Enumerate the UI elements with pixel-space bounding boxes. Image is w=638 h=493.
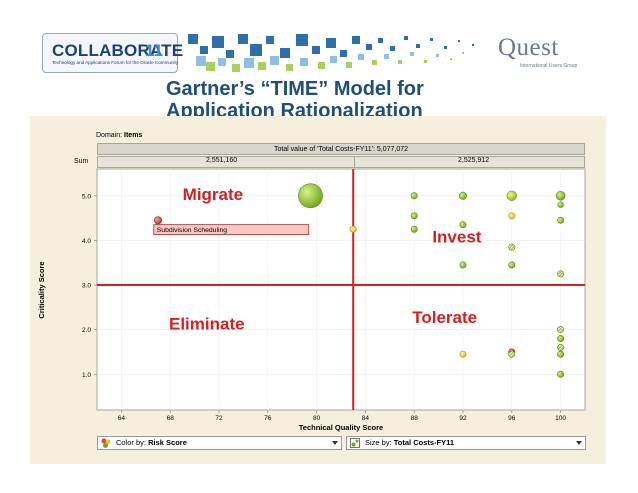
x-tick-label: 80 bbox=[313, 415, 321, 422]
x-tick-label: 92 bbox=[459, 415, 467, 422]
data-point bbox=[557, 344, 565, 352]
color-palette-icon bbox=[101, 438, 111, 448]
quadrant-labels: Migrate Invest Eliminate Tolerate bbox=[169, 185, 482, 333]
data-points bbox=[154, 183, 566, 378]
color-by-text: Color by: Risk Score bbox=[116, 437, 187, 449]
data-point bbox=[459, 221, 467, 229]
y-tick-label: 5.0 bbox=[82, 193, 91, 200]
data-point bbox=[557, 270, 565, 278]
quadrant-label-eliminate: Eliminate bbox=[169, 315, 245, 334]
quest-logo-tagline: International Users Group bbox=[520, 63, 578, 69]
data-point bbox=[349, 225, 357, 233]
collaborate-logo-text: COLLABORATE bbox=[52, 41, 184, 60]
x-tick-label: 88 bbox=[411, 415, 419, 422]
annotation: Subdivision Scheduling bbox=[153, 224, 310, 236]
y-axis-ticks: 1.0 2.0 3.0 4.0 5.0 bbox=[82, 193, 97, 379]
size-by-text: Size by: Total Costs-FY11 bbox=[365, 437, 454, 449]
total-value-bar: Total value of 'Total Costs-FY11': 5,077… bbox=[97, 143, 585, 155]
collaborate-logo-number: 11 bbox=[145, 41, 163, 60]
data-point bbox=[459, 261, 467, 269]
data-point bbox=[508, 350, 516, 358]
data-point bbox=[557, 335, 565, 343]
domain-row: Domain: Items bbox=[96, 132, 142, 139]
data-point bbox=[410, 225, 418, 233]
size-by-dropdown[interactable]: Size by: Total Costs-FY11 bbox=[346, 436, 586, 450]
sum-label: Sum bbox=[74, 158, 89, 165]
collaborate-logo-tagline: Technology and Applications Forum for th… bbox=[52, 60, 179, 65]
size-by-value: Total Costs-FY11 bbox=[393, 438, 455, 447]
annotation-box bbox=[153, 224, 310, 236]
data-point bbox=[508, 243, 516, 251]
data-point bbox=[410, 212, 418, 220]
data-point bbox=[459, 191, 467, 200]
chevron-down-icon[interactable] bbox=[576, 441, 582, 445]
x-tick-label: 68 bbox=[167, 415, 175, 422]
data-point bbox=[508, 212, 516, 220]
x-tick-label: 84 bbox=[362, 415, 370, 422]
sum-divider bbox=[354, 156, 355, 168]
sum-left-value: 2,551,160 bbox=[206, 157, 238, 164]
data-point bbox=[154, 216, 162, 225]
collaborate-logo bbox=[42, 33, 178, 73]
x-tick-label: 72 bbox=[215, 415, 223, 422]
y-tick-label: 2.0 bbox=[82, 327, 91, 334]
annotation-text: Subdivision Scheduling bbox=[157, 227, 228, 234]
data-point bbox=[555, 190, 566, 201]
y-tick-label: 3.0 bbox=[82, 283, 91, 290]
y-tick-label: 1.0 bbox=[82, 372, 91, 379]
data-point bbox=[557, 201, 564, 208]
sum-bar bbox=[97, 156, 585, 168]
color-by-label: Color by: bbox=[116, 438, 147, 447]
domain-label: Domain: bbox=[96, 132, 123, 139]
x-tick-label: 64 bbox=[118, 415, 126, 422]
x-tick-label: 100 bbox=[555, 415, 566, 422]
quadrant-label-invest: Invest bbox=[432, 228, 481, 247]
chevron-down-icon[interactable] bbox=[332, 441, 338, 445]
size-icon bbox=[350, 438, 360, 448]
quest-logo-text: Quest bbox=[498, 34, 559, 61]
data-point bbox=[459, 350, 467, 358]
quadrant-dividers bbox=[97, 169, 585, 410]
plot-area bbox=[96, 168, 586, 411]
y-tick-label: 4.0 bbox=[82, 238, 91, 245]
x-tick-label: 96 bbox=[508, 415, 516, 422]
data-point bbox=[557, 326, 565, 334]
data-point bbox=[506, 190, 517, 201]
slide-title-line1: Gartner’s “TIME” Model for bbox=[166, 78, 424, 100]
sum-right-value: 2,525,912 bbox=[458, 157, 490, 164]
data-point bbox=[557, 350, 565, 358]
color-by-value: Risk Score bbox=[148, 438, 187, 447]
quadrant-label-tolerate: Tolerate bbox=[412, 308, 477, 327]
data-point bbox=[508, 261, 516, 269]
domain-value: Items bbox=[124, 132, 143, 139]
pixel-decoration bbox=[188, 34, 474, 72]
data-point bbox=[410, 192, 418, 200]
y-axis-label: Criticality Score bbox=[37, 261, 46, 318]
data-point bbox=[298, 183, 323, 209]
color-by-dropdown[interactable]: Color by: Risk Score bbox=[97, 436, 342, 450]
quadrant-label-migrate: Migrate bbox=[183, 185, 243, 204]
data-point bbox=[557, 370, 565, 378]
x-tick-label: 76 bbox=[264, 415, 272, 422]
size-by-label: Size by: bbox=[365, 438, 392, 447]
x-axis-label: Technical Quality Score bbox=[299, 423, 383, 432]
x-axis-ticks: 64 68 72 76 80 84 88 92 96 100 bbox=[118, 410, 566, 422]
data-point bbox=[557, 216, 565, 224]
